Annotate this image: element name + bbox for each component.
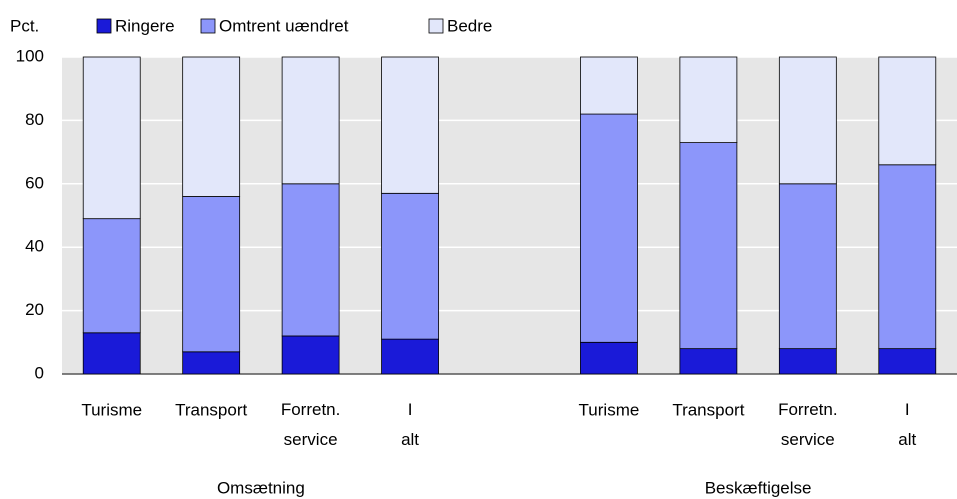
bar-segment <box>778 348 837 375</box>
x-tick-label: Forretn. service <box>281 400 341 449</box>
x-tick-label: Forretn. service <box>778 400 838 449</box>
bar-segment <box>878 348 937 375</box>
bar-segment <box>281 183 340 337</box>
bar-segment <box>182 56 241 197</box>
bar-segment <box>281 335 340 375</box>
bar-segment <box>679 142 738 350</box>
bar-segment <box>878 164 937 350</box>
bar-segment <box>281 56 340 185</box>
x-tick-label: Transport <box>672 400 744 419</box>
group-label: Beskæftigelse <box>705 478 812 497</box>
legend-label: Omtrent uændret <box>219 16 349 35</box>
legend-swatch <box>200 18 216 34</box>
group-label: Omsætning <box>217 478 305 497</box>
x-tick-label: Transport <box>175 400 247 419</box>
legend-swatch <box>96 18 112 34</box>
bar-segment <box>580 341 638 375</box>
y-tick-label: 20 <box>25 300 44 319</box>
bar-segment <box>182 351 241 375</box>
legend-label: Ringere <box>115 16 175 35</box>
x-tick-label: Turisme <box>81 400 142 419</box>
bar-segment <box>778 56 837 185</box>
y-tick-label: 80 <box>25 110 44 129</box>
bar-segment <box>679 348 738 375</box>
y-tick-label: 0 <box>35 363 44 382</box>
bar-segment <box>381 56 439 194</box>
bar-segment <box>580 56 638 115</box>
y-tick-label: 100 <box>16 46 44 65</box>
bar-segment <box>82 218 141 334</box>
y-tick-label: 60 <box>25 173 44 192</box>
y-unit-label: Pct. <box>10 16 39 35</box>
x-tick-label: Turisme <box>579 400 640 419</box>
bar-segment <box>679 56 738 143</box>
bar-segment <box>82 56 141 220</box>
legend-label: Bedre <box>447 16 492 35</box>
bar-segment <box>182 196 241 353</box>
bar-segment <box>878 56 937 166</box>
bar-segment <box>381 192 439 340</box>
legend-swatch <box>428 18 444 34</box>
bar-segment <box>778 183 837 350</box>
bar-segment <box>381 338 439 375</box>
bar-segment <box>82 332 141 375</box>
y-tick-label: 40 <box>25 237 44 256</box>
bar-segment <box>580 113 638 343</box>
